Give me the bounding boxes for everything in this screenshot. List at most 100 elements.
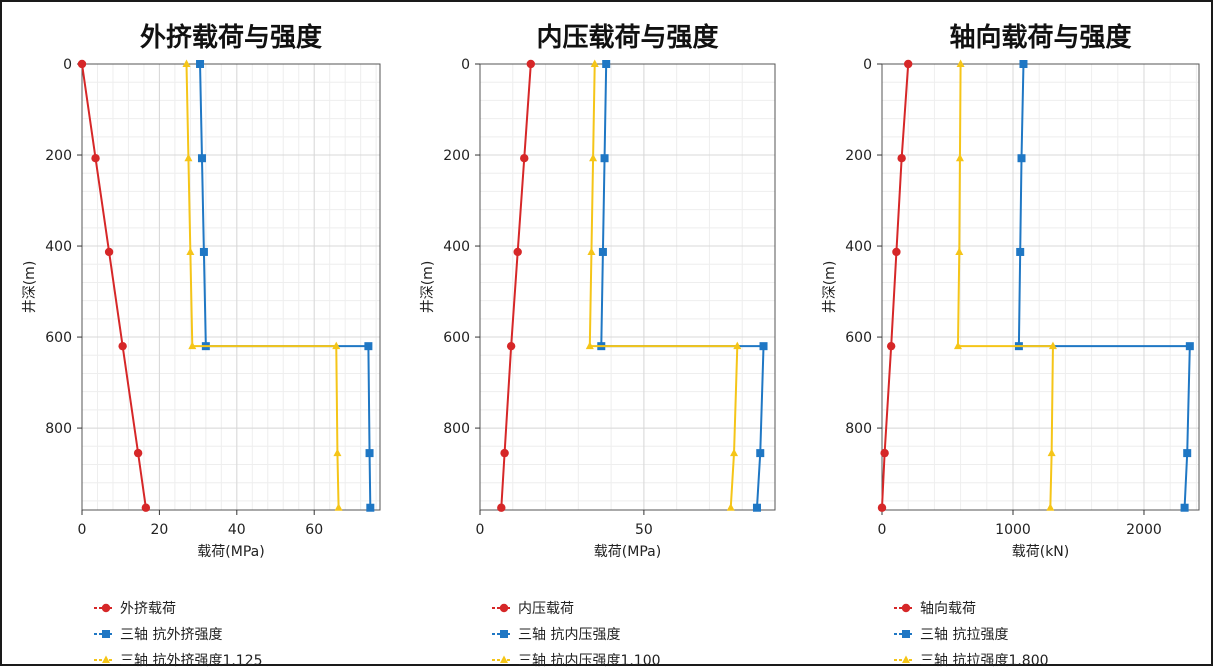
series-line-3 bbox=[588, 63, 739, 508]
series-1-point bbox=[506, 341, 516, 351]
legend-marker bbox=[902, 630, 910, 638]
x-tick-label: 50 bbox=[635, 522, 653, 538]
y-axis-label: 井深(m) bbox=[822, 261, 838, 314]
series-2-point bbox=[759, 342, 768, 351]
legend-entry: 三轴 抗拉强度1.800 bbox=[920, 653, 1049, 668]
legend-entry: 外挤载荷 bbox=[120, 601, 176, 617]
series-1-point bbox=[520, 154, 529, 163]
legend-marker bbox=[901, 603, 911, 613]
series-1-point bbox=[133, 448, 143, 458]
series-1-point bbox=[526, 59, 536, 69]
x-tick-label: 40 bbox=[228, 522, 246, 538]
chart-panel-3 bbox=[877, 59, 1200, 663]
legend-entry: 内压载荷 bbox=[518, 601, 574, 617]
series-line-2 bbox=[1017, 63, 1191, 508]
legend-entry: 三轴 抗内压强度 bbox=[518, 627, 620, 643]
y-tick-label: 800 bbox=[45, 421, 72, 437]
chart-panel-2 bbox=[475, 59, 776, 663]
series-2-point bbox=[600, 154, 609, 163]
x-tick-label: 0 bbox=[878, 522, 887, 538]
series-line-1 bbox=[500, 63, 532, 508]
series-3-point bbox=[334, 503, 343, 511]
y-tick-label: 800 bbox=[443, 421, 470, 437]
legend-marker bbox=[102, 655, 110, 663]
legend-marker bbox=[500, 630, 508, 638]
series-3-point bbox=[726, 503, 735, 511]
series-2-point bbox=[1017, 154, 1026, 163]
x-axis-label: 载荷(MPa) bbox=[594, 544, 661, 560]
series-1-point bbox=[877, 503, 887, 512]
x-tick-label: 20 bbox=[150, 522, 168, 538]
series-line-1 bbox=[881, 63, 910, 508]
series-1-point bbox=[897, 154, 906, 163]
x-tick-label: 2000 bbox=[1126, 522, 1162, 538]
series-1-point bbox=[903, 59, 913, 69]
chart-title: 外挤载荷与强度 bbox=[140, 22, 322, 53]
legend-marker bbox=[500, 655, 508, 663]
plot-area-border bbox=[81, 63, 381, 511]
legend-entry: 三轴 抗外挤强度 bbox=[120, 627, 222, 643]
chart-panel-1 bbox=[77, 59, 381, 663]
legend-entry: 轴向载荷 bbox=[920, 601, 976, 617]
series-2-point bbox=[1016, 247, 1025, 256]
series-3-point bbox=[182, 59, 191, 67]
x-tick-label: 1000 bbox=[995, 522, 1031, 538]
y-tick-label: 800 bbox=[845, 421, 872, 437]
legend-entry: 三轴 抗外挤强度1.125 bbox=[120, 653, 263, 668]
y-tick-label: 400 bbox=[845, 239, 872, 255]
series-2-point bbox=[602, 60, 611, 68]
series-3-point bbox=[332, 341, 341, 350]
plot-area-border bbox=[881, 63, 1200, 511]
y-tick-label: 0 bbox=[863, 57, 872, 73]
series-2-point bbox=[752, 503, 761, 512]
y-axis-label: 井深(m) bbox=[22, 261, 38, 314]
series-2-point bbox=[1180, 503, 1189, 512]
y-tick-label: 0 bbox=[63, 57, 72, 73]
legend-marker bbox=[902, 655, 910, 663]
series-2-point bbox=[196, 60, 205, 68]
series-3-point bbox=[730, 448, 739, 457]
series-1-point bbox=[497, 503, 506, 512]
series-2-point bbox=[1185, 342, 1194, 351]
series-3-point bbox=[1048, 341, 1057, 350]
y-tick-label: 600 bbox=[845, 330, 872, 346]
series-3-point bbox=[184, 153, 193, 162]
plot-area-border bbox=[479, 63, 776, 511]
series-3-point bbox=[953, 341, 962, 350]
series-3-point bbox=[585, 341, 594, 350]
series-3-point bbox=[955, 153, 964, 162]
legend-marker bbox=[499, 603, 509, 613]
series-1-point bbox=[118, 341, 127, 351]
series-2-point bbox=[197, 154, 206, 163]
series-1-point bbox=[91, 154, 100, 163]
y-tick-label: 400 bbox=[443, 239, 470, 255]
series-3-point bbox=[956, 59, 965, 67]
x-tick-label: 0 bbox=[78, 522, 87, 538]
series-line-3 bbox=[185, 63, 340, 508]
chart-title: 轴向载荷与强度 bbox=[949, 22, 1131, 53]
series-3-point bbox=[186, 247, 195, 255]
y-tick-label: 600 bbox=[443, 330, 470, 346]
series-2-point bbox=[365, 449, 374, 458]
series-2-point bbox=[1183, 449, 1192, 458]
legend-entry: 三轴 抗内压强度1.100 bbox=[518, 653, 661, 668]
series-1-point bbox=[886, 341, 896, 351]
y-tick-label: 200 bbox=[443, 148, 470, 164]
series-1-point bbox=[104, 247, 114, 257]
series-3-point bbox=[1047, 448, 1056, 457]
series-1-point bbox=[892, 247, 901, 257]
series-1-point bbox=[77, 59, 87, 69]
legend-marker bbox=[101, 603, 111, 613]
y-tick-label: 200 bbox=[845, 148, 872, 164]
series-2-point bbox=[364, 342, 373, 351]
series-3-point bbox=[590, 59, 599, 67]
series-3-point bbox=[188, 341, 197, 350]
series-2-point bbox=[199, 247, 208, 256]
series-1-point bbox=[141, 503, 151, 512]
series-3-point bbox=[733, 341, 742, 350]
x-axis-label: 载荷(MPa) bbox=[197, 544, 264, 560]
series-3-point bbox=[589, 153, 598, 162]
series-2-point bbox=[366, 503, 375, 512]
